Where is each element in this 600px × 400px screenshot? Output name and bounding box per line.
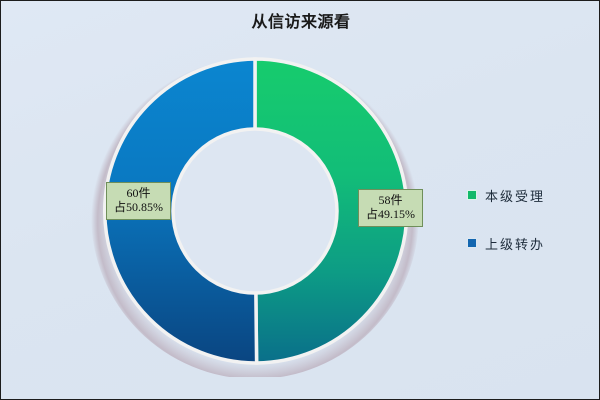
chart-legend: 本级受理 上级转办 xyxy=(467,187,587,283)
legend-label: 上级转办 xyxy=(485,236,546,252)
slice-label-shangji-zhuanban: 60件 占50.85% xyxy=(106,182,171,220)
donut-chart xyxy=(89,45,421,377)
chart-title: 从信访来源看 xyxy=(251,14,351,31)
slice-label-percent: 占50.85% xyxy=(114,200,163,215)
donut-svg xyxy=(91,51,419,377)
slice-label-count: 58件 xyxy=(378,193,403,207)
legend-item-shangji-zhuanban[interactable]: 上级转办 xyxy=(467,235,587,252)
legend-swatch-green-icon xyxy=(467,190,477,200)
slice-label-count: 60件 xyxy=(126,186,151,200)
slice-label-percent: 占49.15% xyxy=(366,207,415,222)
legend-swatch-blue-icon xyxy=(467,238,477,248)
slice-label-benji-shouli: 58件 占49.15% xyxy=(358,189,423,227)
legend-item-benji-shouli[interactable]: 本级受理 xyxy=(467,187,587,204)
donut-hole xyxy=(171,127,339,295)
legend-label: 本级受理 xyxy=(485,188,546,204)
